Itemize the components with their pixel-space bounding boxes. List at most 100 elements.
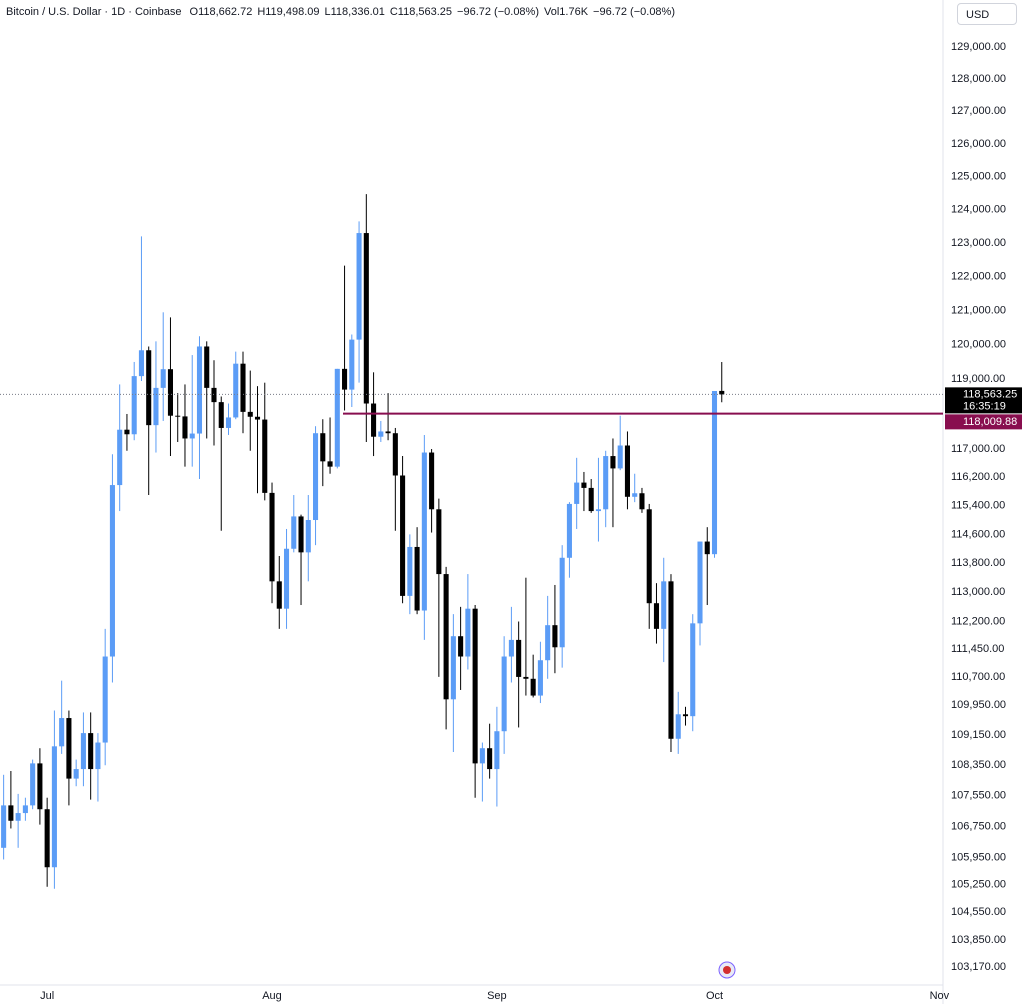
- candle-body: [8, 805, 14, 821]
- candle-body: [283, 548, 290, 609]
- y-tick-label: 110,700.00: [951, 671, 1005, 683]
- candle-body: [356, 233, 362, 340]
- candle-body: [378, 431, 384, 437]
- candle-body: [545, 625, 551, 661]
- y-tick-label: 109,150.00: [951, 729, 1006, 741]
- y-tick-label: 115,400.00: [951, 500, 1005, 512]
- candle-body: [15, 813, 21, 821]
- candle-body: [59, 718, 65, 747]
- price-line-box: [945, 414, 1022, 430]
- candle-body: [421, 452, 427, 611]
- candle-body: [371, 403, 377, 437]
- header-item: H119,498.09: [257, 6, 320, 18]
- y-tick-label: 111,450.00: [951, 643, 1004, 655]
- candle-body: [407, 546, 413, 596]
- candle-body: [175, 415, 181, 417]
- candle-body: [218, 402, 224, 428]
- candle-body: [552, 625, 558, 648]
- price-line-label: 118,009.88: [963, 416, 1017, 428]
- candle-body: [523, 676, 529, 679]
- candle-body: [624, 445, 630, 497]
- y-tick-label: 124,000.00: [951, 204, 1006, 216]
- candle-body: [30, 763, 36, 806]
- candle-body: [465, 608, 471, 657]
- candle-body: [443, 574, 449, 700]
- last-price-box: [945, 387, 1022, 414]
- y-tick-label: 123,000.00: [951, 237, 1006, 249]
- y-tick-label: 107,550.00: [951, 790, 1006, 802]
- y-tick-label: 109,950.00: [951, 699, 1006, 711]
- header-item: O118,662.72: [189, 6, 253, 18]
- candle-body: [719, 390, 725, 395]
- candle-body: [117, 429, 123, 486]
- x-tick-label: Nov: [930, 990, 950, 1002]
- candle-body: [530, 678, 536, 696]
- candle-body: [189, 433, 195, 439]
- candle-body: [269, 492, 275, 582]
- currency-button[interactable]: USD: [957, 3, 1017, 25]
- x-tick-label: Jul: [40, 990, 54, 1002]
- candle-body: [124, 429, 130, 435]
- candle-body: [363, 233, 369, 404]
- candle-body: [690, 623, 696, 717]
- x-tick-label: Oct: [706, 990, 723, 1002]
- candle-body: [240, 363, 246, 412]
- candle-body: [653, 603, 660, 629]
- candle-body: [196, 346, 203, 434]
- candle-body: [429, 452, 435, 510]
- candle-body: [610, 456, 616, 469]
- candle-body: [247, 411, 253, 417]
- candle-body: [392, 433, 398, 476]
- candle-body: [138, 350, 144, 377]
- candle-body: [711, 391, 718, 555]
- candle-body: [458, 636, 464, 657]
- y-tick-label: 120,000.00: [951, 339, 1006, 351]
- x-tick-label: Sep: [487, 990, 507, 1002]
- candle-body: [697, 541, 703, 624]
- candle-body: [342, 368, 348, 390]
- candle-body: [516, 639, 522, 677]
- y-tick-label: 105,950.00: [951, 851, 1006, 863]
- candle-body: [37, 763, 43, 810]
- y-tick-label: 119,000.00: [951, 373, 1005, 385]
- y-tick-label: 112,200.00: [951, 615, 1005, 627]
- last-price-label: 118,563.25: [963, 388, 1017, 400]
- candle-body: [436, 509, 442, 575]
- y-tick-label: 114,600.00: [951, 528, 1005, 540]
- candle-body: [276, 581, 282, 609]
- candle-body: [617, 445, 623, 469]
- candle-body: [559, 557, 565, 648]
- candle-body: [204, 346, 210, 388]
- candle-body: [479, 748, 485, 764]
- candle-body: [494, 731, 500, 770]
- y-tick-label: 127,000.00: [951, 105, 1006, 117]
- header-item: −96.72 (−0.08%): [593, 6, 675, 18]
- candle-body: [487, 748, 493, 770]
- candle-body: [44, 809, 50, 868]
- candle-body: [472, 608, 478, 764]
- header-item: Vol1.76K: [544, 6, 589, 18]
- candle-body: [320, 433, 326, 462]
- candle-body: [603, 456, 609, 510]
- candle-body: [537, 660, 543, 696]
- candle-body: [102, 656, 108, 743]
- candle-body: [66, 718, 72, 779]
- y-tick-label: 125,000.00: [951, 171, 1006, 183]
- x-tick-label: Aug: [262, 990, 282, 1002]
- header-item: −96.72 (−0.08%): [457, 6, 539, 18]
- candle-body: [450, 636, 456, 700]
- candle-body: [291, 516, 297, 549]
- candle-body: [414, 546, 420, 611]
- candle-body: [566, 503, 572, 558]
- candle-body: [51, 746, 57, 868]
- candle-body: [95, 742, 101, 770]
- candle-body: [160, 369, 166, 388]
- candle-body: [109, 485, 115, 657]
- candle-body: [574, 482, 580, 504]
- y-tick-label: 129,000.00: [951, 41, 1006, 53]
- symbol-title: Bitcoin / U.S. Dollar · 1D · Coinbase: [6, 6, 182, 18]
- event-icon: [718, 961, 736, 979]
- candle-body: [146, 350, 152, 426]
- y-tick-label: 103,850.00: [951, 934, 1006, 946]
